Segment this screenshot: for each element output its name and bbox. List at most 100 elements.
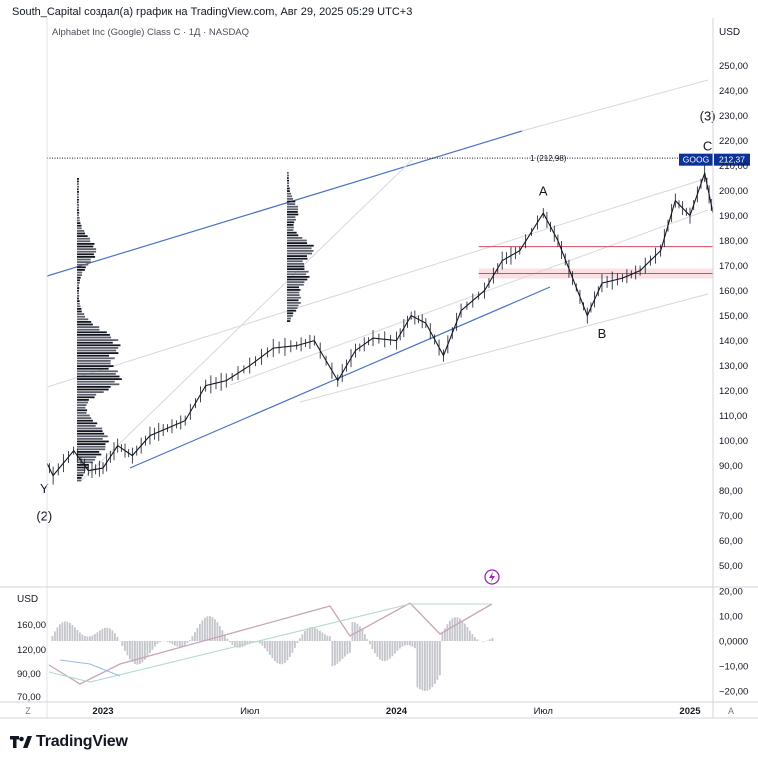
histogram-bar bbox=[361, 629, 364, 641]
histogram-bar bbox=[91, 635, 94, 641]
profile-bar bbox=[77, 214, 79, 217]
histogram-bar bbox=[386, 641, 389, 661]
price-tick-label: 120,00 bbox=[719, 386, 748, 397]
profile-bar bbox=[77, 440, 109, 443]
histogram-bar bbox=[169, 641, 171, 643]
histogram-bar bbox=[439, 641, 441, 676]
histogram-bar bbox=[341, 641, 344, 660]
profile-bar bbox=[77, 274, 82, 276]
profile-bar bbox=[77, 432, 105, 435]
histogram-bar bbox=[476, 639, 479, 641]
histogram-bar bbox=[201, 620, 204, 641]
chart-credit: South_Capital создал(а) график на Tradin… bbox=[12, 6, 413, 18]
histogram-bar bbox=[304, 630, 306, 641]
profile-bar bbox=[77, 183, 79, 185]
histogram-bar bbox=[226, 638, 229, 641]
main-pane[interactable]: 1 (212,98)177,61166,83225,50Y(2)(7,55)AB… bbox=[0, 34, 758, 585]
profile-bar bbox=[77, 282, 80, 284]
histogram-bar bbox=[424, 641, 426, 691]
histogram-bar bbox=[191, 636, 194, 641]
parallel-line bbox=[47, 177, 709, 388]
profile-bar bbox=[77, 297, 79, 300]
profile-bar bbox=[77, 178, 79, 180]
axis-corner-right: A bbox=[728, 706, 734, 716]
histogram-bar bbox=[171, 641, 174, 645]
histogram-bar bbox=[369, 641, 371, 645]
profile-bar bbox=[77, 287, 80, 289]
profile-bar bbox=[77, 227, 82, 230]
histogram-bar bbox=[64, 621, 66, 641]
histogram-bar bbox=[219, 626, 221, 641]
histogram-bar bbox=[76, 630, 79, 641]
profile-bar bbox=[287, 198, 294, 200]
profile-bar bbox=[287, 179, 290, 182]
histogram-bar bbox=[124, 641, 126, 651]
histogram-bar bbox=[211, 617, 214, 641]
histogram-bar bbox=[489, 639, 491, 641]
profile-bar bbox=[77, 196, 79, 198]
profile-bar bbox=[287, 231, 297, 234]
profile-bar bbox=[77, 471, 85, 474]
histogram-bar bbox=[246, 641, 249, 645]
histogram-bar bbox=[59, 624, 61, 641]
wave-label: (2) bbox=[36, 509, 52, 524]
indicator-right-tick: 10,00 bbox=[719, 612, 743, 623]
profile-bar bbox=[287, 289, 301, 291]
profile-bar bbox=[77, 219, 80, 222]
histogram-bar bbox=[279, 641, 281, 665]
histogram-bar bbox=[469, 630, 471, 641]
profile-bar bbox=[77, 232, 85, 235]
last-price-badge bbox=[714, 153, 750, 166]
profile-bar bbox=[77, 222, 81, 224]
histogram-bar bbox=[299, 638, 301, 641]
price-tick-label: 100,00 bbox=[719, 436, 748, 447]
histogram-bar bbox=[319, 630, 321, 641]
histogram-bar bbox=[141, 641, 144, 663]
profile-bar bbox=[77, 453, 102, 456]
price-tick-label: 200,00 bbox=[719, 186, 748, 197]
histogram-bar bbox=[396, 641, 399, 651]
histogram-bar bbox=[346, 641, 349, 655]
histogram-bar bbox=[174, 641, 176, 646]
histogram-bar bbox=[54, 631, 56, 641]
histogram-bar bbox=[181, 641, 184, 647]
histogram-bar bbox=[56, 627, 59, 641]
histogram-bar bbox=[474, 637, 476, 641]
histogram-bar bbox=[456, 617, 459, 641]
profile-bar bbox=[77, 289, 80, 292]
brand[interactable]: TradingView bbox=[10, 733, 128, 751]
histogram-bar bbox=[294, 641, 296, 648]
histogram-bar bbox=[196, 627, 199, 641]
histogram-bar bbox=[121, 641, 124, 647]
profile-bar bbox=[77, 269, 85, 271]
price-tick-label: 220,00 bbox=[719, 136, 748, 147]
tradingview-logo-icon bbox=[10, 736, 32, 748]
price-line bbox=[47, 171, 713, 477]
profile-bar bbox=[287, 286, 300, 289]
profile-bar bbox=[77, 474, 84, 477]
profile-bar bbox=[287, 263, 305, 265]
histogram-bar bbox=[166, 641, 169, 642]
histogram-bar bbox=[306, 628, 309, 641]
brand-name: TradingView bbox=[36, 733, 128, 750]
indicator-right-tick: 0,0000 bbox=[719, 637, 748, 648]
histogram-bar bbox=[176, 641, 179, 647]
histogram-bar bbox=[376, 641, 379, 657]
histogram-bar bbox=[136, 641, 139, 665]
histogram-bar bbox=[66, 621, 69, 641]
indicator-left-tick: 120,00 bbox=[17, 645, 46, 656]
profile-bar bbox=[77, 284, 79, 287]
histogram-bar bbox=[61, 622, 64, 641]
histogram-bar bbox=[214, 619, 216, 641]
histogram-bar bbox=[336, 641, 339, 664]
profile-bar bbox=[77, 302, 80, 305]
profile-bar bbox=[287, 317, 291, 320]
indicator-pane[interactable]: 160,00 120,00 90,00 70,00 20,00 10,00 0,0000 −1… bbox=[17, 587, 748, 704]
histogram-bar bbox=[354, 622, 356, 641]
histogram-bar bbox=[401, 641, 404, 647]
parallel-line bbox=[229, 209, 709, 386]
histogram-bar bbox=[266, 641, 269, 652]
parallel-line bbox=[299, 293, 709, 403]
histogram-bar bbox=[184, 641, 186, 646]
